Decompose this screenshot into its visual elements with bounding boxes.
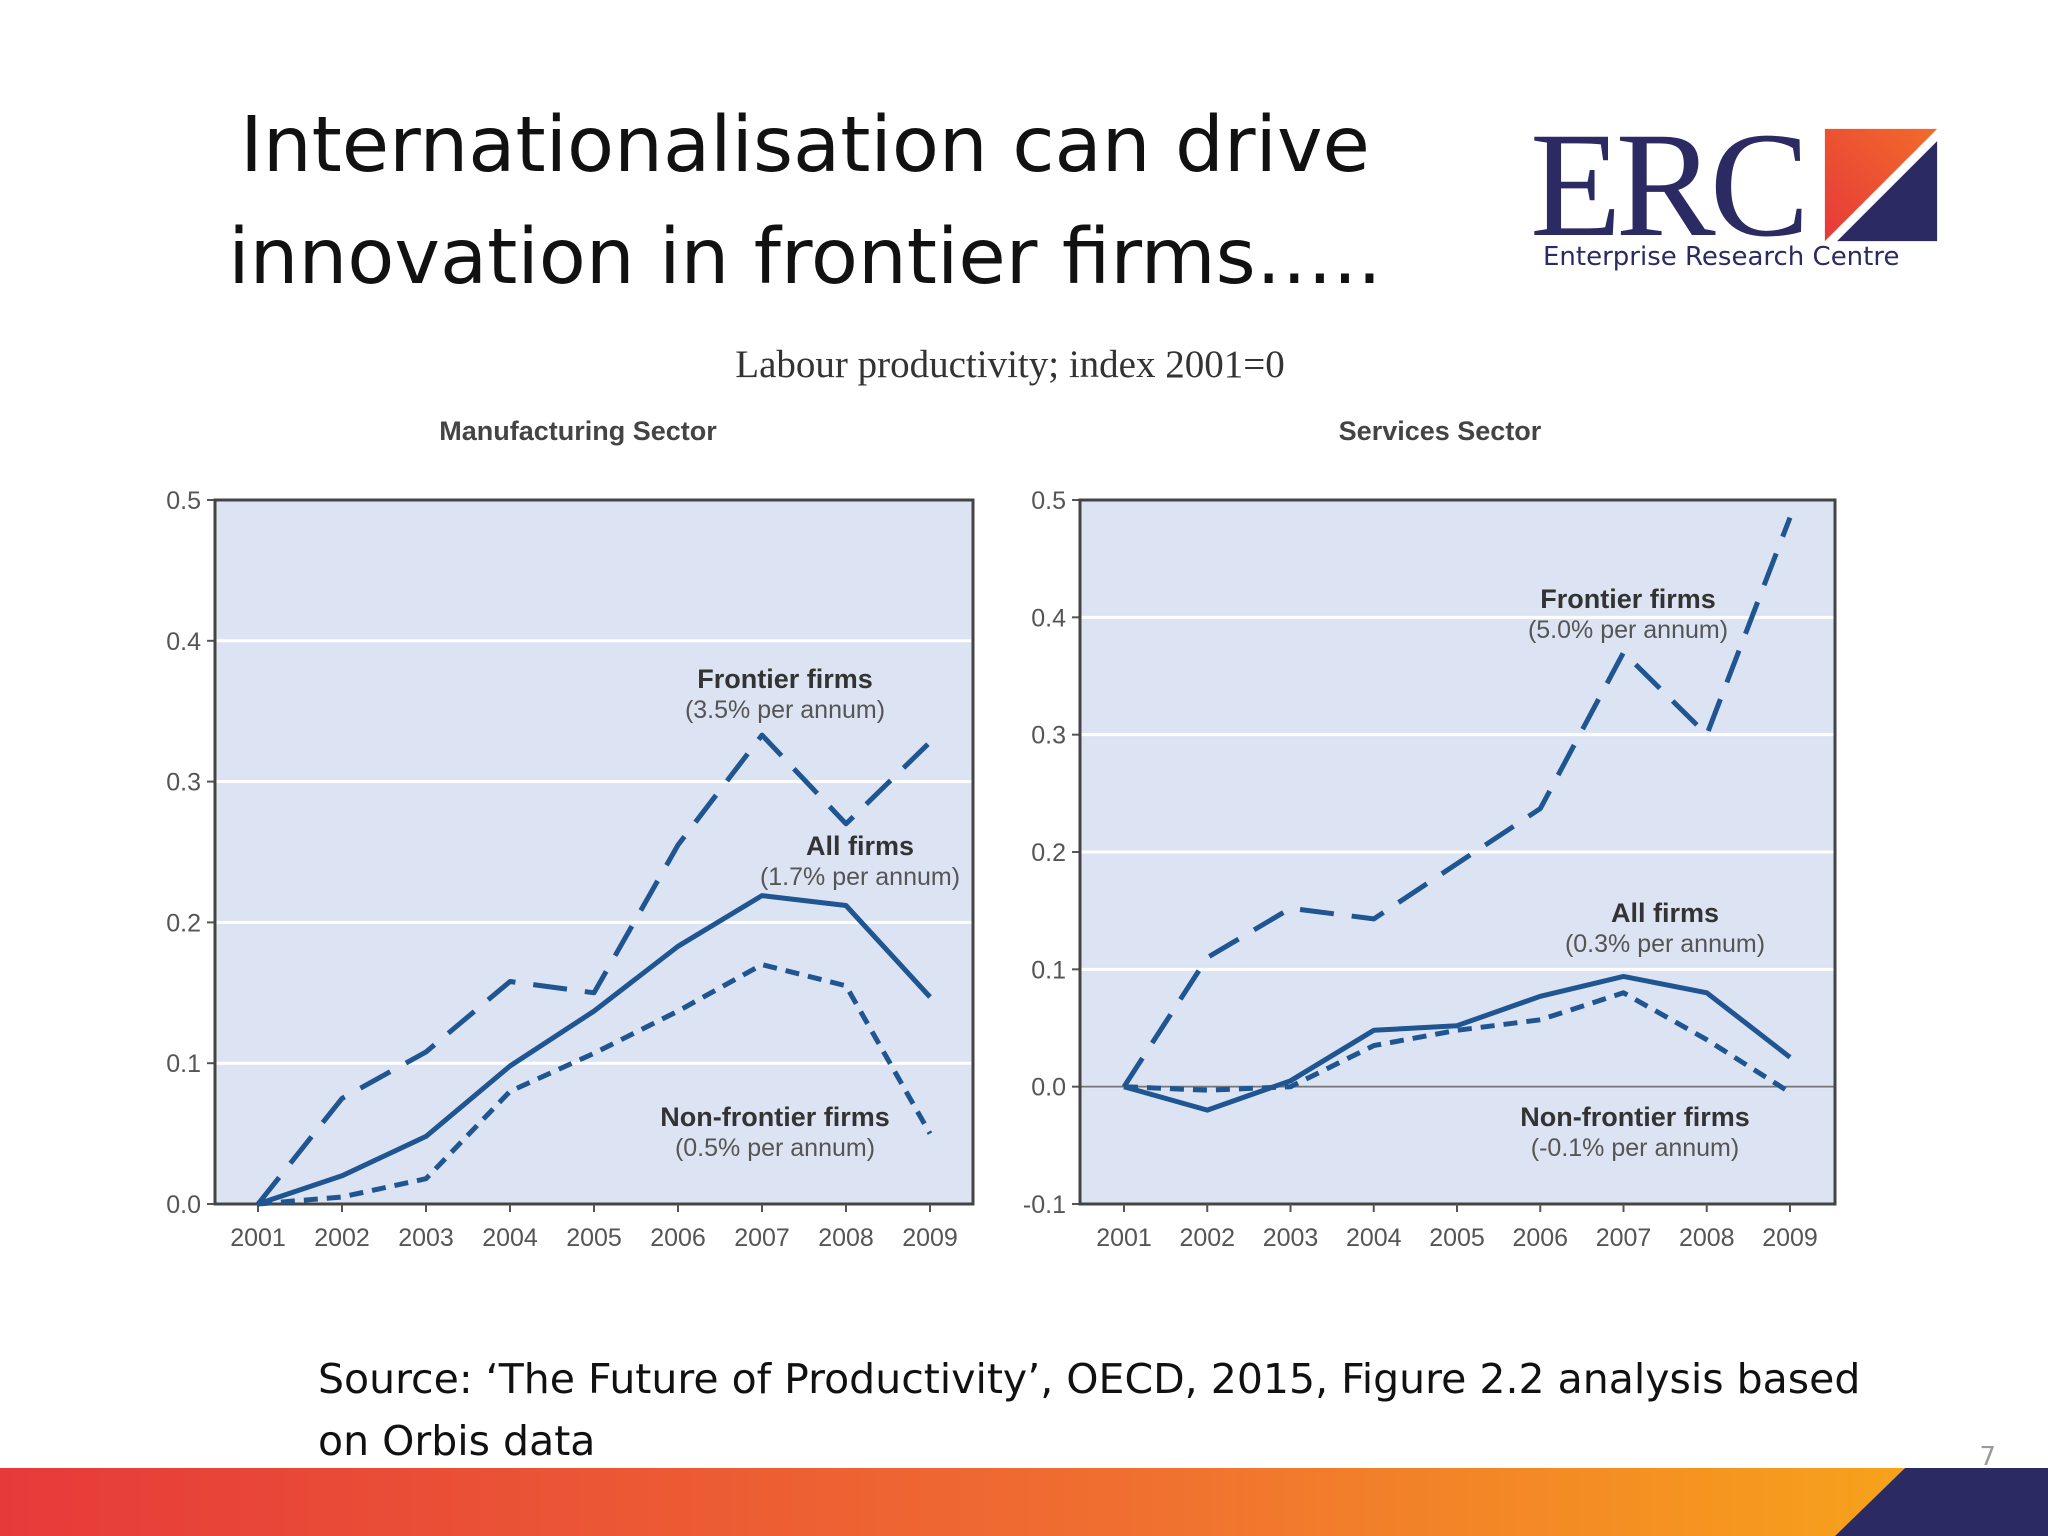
x-tick-label: 2001 (230, 1224, 286, 1252)
erc-logo: ERC Enterprise Research Centre (1530, 110, 1960, 290)
series-rate-label: (-0.1% per annum) (1531, 1134, 1739, 1162)
x-tick-label: 2003 (398, 1224, 454, 1252)
bottom-accent-bar (0, 1468, 2048, 1536)
slide-title-line-1: Internationalisation can drive (240, 101, 1370, 190)
series-rate-label: (0.5% per annum) (675, 1134, 875, 1162)
series-line-non-frontier-firms (257, 962, 933, 1207)
page-number: 7 (1979, 1442, 1996, 1472)
x-tick-label: 2004 (482, 1224, 538, 1252)
x-tick-label: 2003 (1263, 1224, 1319, 1252)
series-label: Frontier firms (1540, 584, 1716, 614)
y-tick-label: 0.3 (1031, 722, 1066, 750)
x-tick-label: 2005 (1429, 1224, 1485, 1252)
y-tick-label: 0.0 (166, 1191, 201, 1219)
y-tick-label: 0.1 (166, 1050, 201, 1078)
source-line-1: Source: ‘The Future of Productivity’, OE… (318, 1355, 1861, 1403)
series-label: Frontier firms (697, 664, 873, 694)
series-label: Non-frontier firms (660, 1102, 890, 1132)
x-tick-label: 2004 (1346, 1224, 1402, 1252)
x-tick-label: 2002 (1179, 1224, 1235, 1252)
series-label: All firms (1611, 898, 1719, 928)
series-rate-label: (3.5% per annum) (685, 696, 885, 724)
y-tick-label: 0.5 (1031, 487, 1066, 515)
x-tick-label: 2002 (314, 1224, 370, 1252)
plot-area (215, 500, 973, 1204)
x-tick-label: 2001 (1096, 1224, 1152, 1252)
y-tick-label: 0.4 (1031, 604, 1066, 632)
logo-letters: ERC (1530, 102, 1810, 268)
source-citation: Source: ‘The Future of Productivity’, OE… (318, 1348, 1938, 1472)
series-label: Non-frontier firms (1520, 1102, 1750, 1132)
y-tick-label: 0.2 (166, 909, 201, 937)
series-rate-label: (5.0% per annum) (1528, 616, 1728, 644)
productivity-charts: Manufacturing Sector 0.0 0.1 0.2 0.3 0.4 0.5 20… (166, 416, 1837, 1252)
x-tick-label: 2008 (1679, 1224, 1735, 1252)
chart-services: Services Sector -0.1 0.0 0.1 0.2 0.3 0.4 0.5 200… (1023, 416, 1837, 1252)
chart-manufacturing: Manufacturing Sector 0.0 0.1 0.2 0.3 0.4 0.5 20… (166, 416, 975, 1252)
slide-title: Internationalisation can drive innovatio… (180, 90, 1430, 314)
chart-title: Services Sector (1339, 416, 1542, 446)
x-tick-label: 2006 (650, 1224, 706, 1252)
logo-mark-icon (1824, 128, 1938, 242)
x-tick-label: 2006 (1512, 1224, 1568, 1252)
x-tick-label: 2005 (566, 1224, 622, 1252)
slide-title-line-2: innovation in frontier firms….. (228, 213, 1382, 302)
series-rate-label: (1.7% per annum) (760, 863, 960, 891)
x-tick-label: 2009 (1762, 1224, 1818, 1252)
logo-subtitle: Enterprise Research Centre (1543, 242, 1900, 272)
y-tick-label: 0.1 (1031, 956, 1066, 984)
y-tick-label: 0.2 (1031, 839, 1066, 867)
series-rate-label: (0.3% per annum) (1565, 930, 1765, 958)
y-tick-label: 0.4 (166, 628, 201, 656)
y-tick-label: 0.5 (166, 487, 201, 515)
x-tick-label: 2007 (734, 1224, 790, 1252)
series-line-non-frontier-firms (1123, 990, 1792, 1095)
x-tick-label: 2008 (818, 1224, 874, 1252)
y-tick-label: -0.1 (1023, 1191, 1066, 1219)
x-tick-label: 2009 (902, 1224, 958, 1252)
y-tick-label: 0.3 (166, 769, 201, 797)
x-tick-label: 2007 (1596, 1224, 1652, 1252)
figure-title: Labour productivity; index 2001=0 (735, 343, 1285, 386)
source-line-2: on Orbis data (318, 1417, 596, 1465)
chart-title: Manufacturing Sector (439, 416, 717, 446)
series-label: All firms (806, 831, 914, 861)
y-tick-label: 0.0 (1031, 1074, 1066, 1102)
